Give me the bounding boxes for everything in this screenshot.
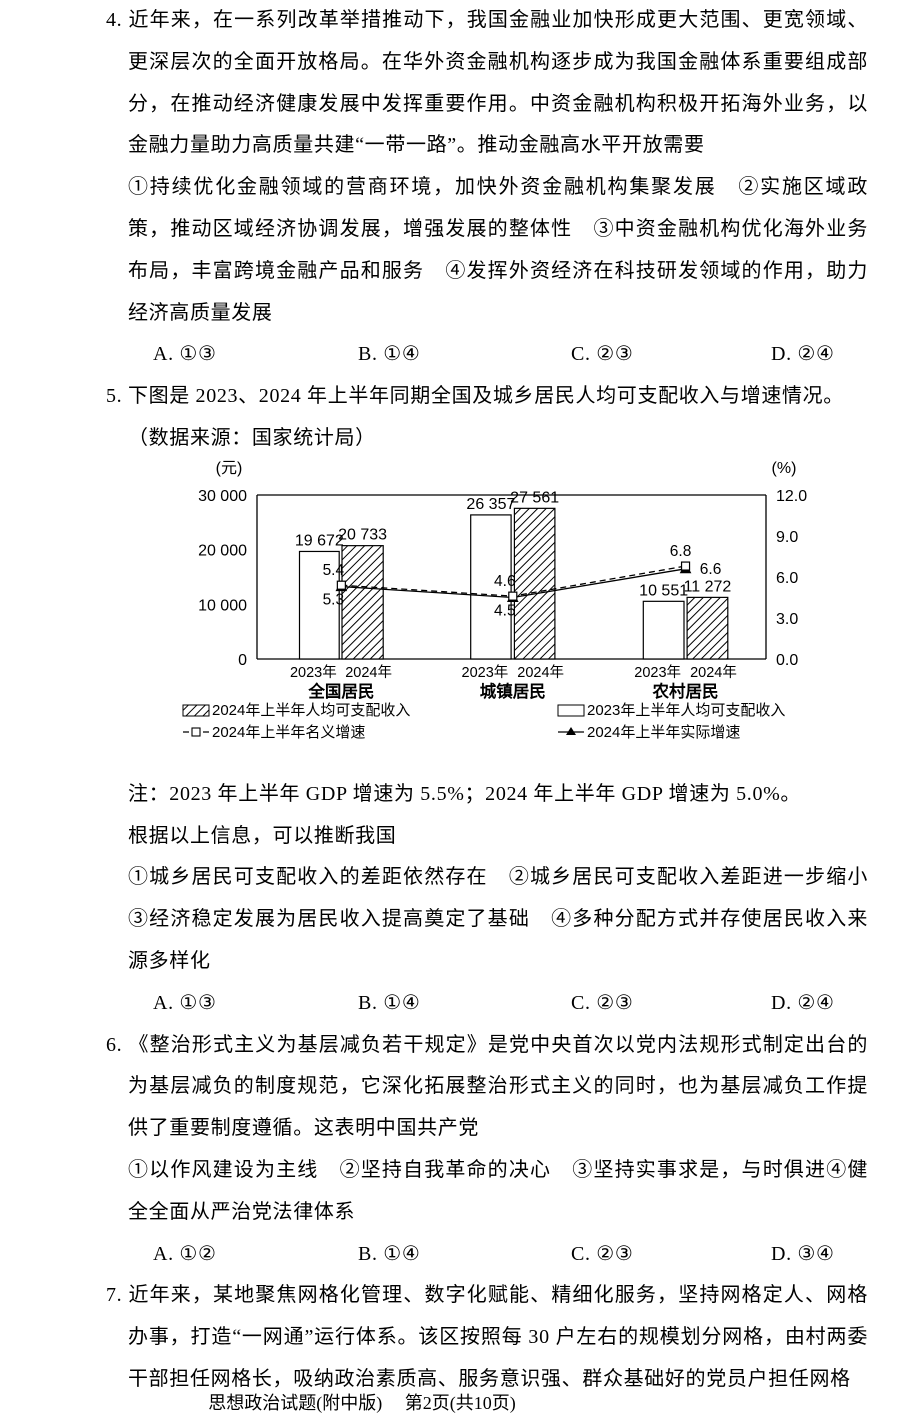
svg-text:10 000: 10 000	[198, 597, 247, 614]
svg-text:2023年上半年人均可支配收入: 2023年上半年人均可支配收入	[587, 702, 785, 719]
svg-text:2024年: 2024年	[690, 664, 737, 681]
svg-text:6.6: 6.6	[700, 561, 722, 578]
svg-text:26 357: 26 357	[466, 496, 515, 513]
svg-text:2024年上半年人均可支配收入: 2024年上半年人均可支配收入	[212, 702, 410, 719]
svg-text:3.0: 3.0	[776, 611, 798, 628]
svg-text:10 551: 10 551	[639, 582, 688, 599]
svg-text:(%): (%)	[772, 460, 797, 477]
svg-text:0: 0	[238, 652, 247, 669]
svg-text:2023年: 2023年	[290, 664, 337, 681]
svg-text:4.6: 4.6	[494, 573, 516, 590]
svg-text:9.0: 9.0	[776, 529, 798, 546]
svg-text:2023年: 2023年	[634, 664, 681, 681]
svg-text:19 672: 19 672	[295, 532, 344, 549]
svg-text:11 272: 11 272	[684, 578, 732, 595]
svg-text:20 733: 20 733	[338, 526, 387, 543]
svg-text:全国居民: 全国居民	[307, 681, 374, 701]
svg-text:0.0: 0.0	[776, 652, 798, 669]
svg-text:5.3: 5.3	[323, 591, 345, 608]
svg-text:6.0: 6.0	[776, 570, 798, 587]
svg-text:农村居民: 农村居民	[652, 681, 719, 701]
svg-text:27 561: 27 561	[510, 489, 559, 506]
svg-text:城镇居民: 城镇居民	[480, 681, 546, 701]
svg-text:20 000: 20 000	[198, 542, 247, 559]
svg-text:2024年上半年实际增速: 2024年上半年实际增速	[587, 724, 740, 741]
svg-text:30 000: 30 000	[198, 488, 247, 505]
svg-text:6.8: 6.8	[670, 543, 692, 560]
svg-text:2024年上半年名义增速: 2024年上半年名义增速	[212, 724, 365, 741]
svg-text:4.5: 4.5	[494, 602, 516, 619]
svg-text:12.0: 12.0	[776, 488, 807, 505]
svg-text:2023年: 2023年	[462, 664, 509, 681]
svg-text:2024年: 2024年	[345, 664, 392, 681]
svg-text:(元): (元)	[216, 460, 243, 477]
svg-text:2024年: 2024年	[517, 664, 564, 681]
svg-text:5.4: 5.4	[323, 562, 345, 579]
